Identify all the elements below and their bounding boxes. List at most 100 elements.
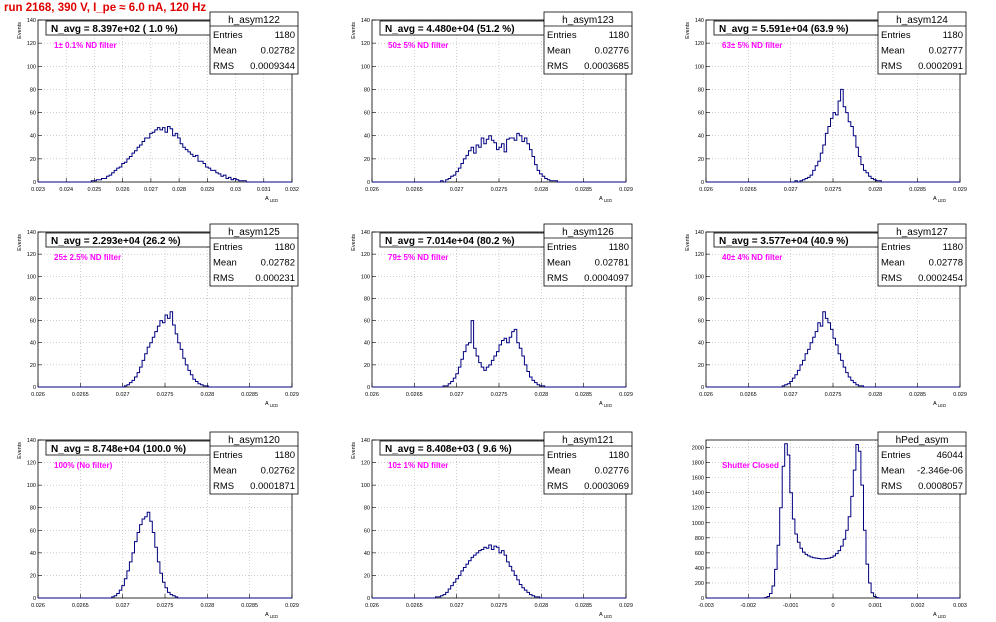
x-tick-label: 0.028: [868, 187, 882, 193]
stats-value: 0.02776: [595, 46, 629, 57]
x-axis-title: A LED: [599, 401, 612, 408]
stats-name: hPed_asym: [896, 435, 949, 446]
stats-label: Entries: [547, 30, 577, 41]
stats-value: 0.000231: [255, 273, 295, 284]
x-tick-label: 0.028: [534, 603, 548, 609]
stats-label: Mean: [547, 466, 571, 477]
histogram-panel: -0.003 -0.002 -0.001 0 0.001 0.002 0.003 0 200 40…: [692, 431, 967, 619]
histogram-title: N_avg = 8.748e+04 (100.0 %): [51, 444, 186, 455]
histogram-title: N_avg = 2.293e+04 (26.2 %): [51, 236, 181, 247]
stats-label: RMS: [213, 481, 234, 492]
stats-value: 1180: [609, 30, 629, 41]
y-tick-label: 20: [30, 157, 36, 163]
y-tick-label: 60: [364, 528, 370, 534]
y-tick-label: 800: [695, 536, 704, 542]
y-tick-label: 20: [30, 573, 36, 579]
x-tick-label: 0.0285: [241, 392, 258, 398]
filter-label: 100% (No filter): [54, 461, 113, 470]
stats-label: RMS: [881, 273, 902, 284]
stats-box: [877, 223, 967, 287]
filter-label: 79± 5% ND filter: [388, 253, 448, 262]
stats-value: 0.0002091: [918, 61, 963, 72]
x-tick-label: 0.0275: [157, 392, 174, 398]
x-tick-label: 0.026: [699, 392, 713, 398]
y-tick-label: 1000: [692, 521, 704, 527]
stats-label: Entries: [547, 450, 577, 461]
stats-box: [877, 11, 967, 75]
y-tick-label: 40: [30, 134, 36, 140]
y-tick-label: 60: [364, 111, 370, 117]
stats-value: 1180: [275, 242, 295, 253]
stats-value: 1180: [943, 30, 963, 41]
y-tick-label: 100: [361, 483, 370, 489]
y-axis-title: Events: [17, 22, 23, 39]
x-tick-label: 0.0265: [406, 603, 423, 609]
histogram-line: [372, 544, 626, 599]
x-tick-label: 0: [831, 603, 834, 609]
x-tick-label: 0.029: [285, 392, 299, 398]
x-tick-label: 0.0275: [825, 392, 842, 398]
x-tick-label: 0.024: [59, 187, 73, 193]
x-axis-subscript: LED: [603, 614, 612, 619]
x-axis-title: A LED: [933, 401, 946, 408]
y-tick-label: 100: [695, 64, 704, 70]
y-tick-label: 100: [361, 274, 370, 280]
x-tick-label: 0.026: [365, 392, 379, 398]
stats-label: RMS: [547, 273, 568, 284]
x-tick-label: -0.002: [741, 603, 757, 609]
y-tick-label: 80: [364, 296, 370, 302]
run-title: run 2168, 390 V, I_pe ≈ 6.0 nA, 120 Hz: [4, 2, 207, 14]
x-tick-label: 0.029: [953, 392, 967, 398]
x-tick-label: 0.0275: [825, 187, 842, 193]
stats-name: h_asym125: [228, 227, 280, 238]
x-tick-label: 0.029: [619, 603, 633, 609]
x-tick-label: 0.026: [31, 603, 45, 609]
x-tick-label: 0.0265: [740, 392, 757, 398]
y-tick-label: 120: [27, 252, 36, 258]
histogram-panel: 0.026 0.0265 0.027 0.0275 0.028 0.0285 0.029 0 2…: [17, 431, 299, 619]
stats-box: [209, 11, 299, 75]
y-tick-label: 140: [27, 230, 36, 236]
filter-label: 25± 2.5% ND filter: [54, 253, 121, 262]
x-axis-title: A LED: [599, 612, 612, 619]
x-tick-label: 0.027: [450, 392, 464, 398]
stats-label: Mean: [547, 258, 571, 269]
x-tick-label: 0.003: [953, 603, 967, 609]
stats-label: Entries: [213, 30, 243, 41]
stats-value: 0.02781: [595, 258, 629, 269]
y-tick-label: 40: [30, 551, 36, 557]
stats-label: RMS: [213, 61, 234, 72]
histogram-title: N_avg = 7.014e+04 (80.2 %): [385, 236, 515, 247]
stats-value: 46044: [937, 450, 963, 461]
y-tick-label: 20: [698, 157, 704, 163]
x-axis-subscript: LED: [937, 614, 946, 619]
filter-label: 40± 4% ND filter: [722, 253, 782, 262]
x-axis-subscript: LED: [603, 198, 612, 203]
stats-value: 0.02762: [261, 466, 295, 477]
y-axis-title: Events: [351, 442, 357, 459]
stats-value: 0.02777: [929, 46, 963, 57]
x-tick-label: 0.027: [784, 392, 798, 398]
stats-box: [209, 431, 299, 495]
y-tick-label: 0: [33, 180, 36, 186]
stats-label: Entries: [213, 450, 243, 461]
stats-label: Entries: [547, 242, 577, 253]
x-tick-label: 0.028: [200, 603, 214, 609]
y-tick-label: 120: [361, 41, 370, 47]
y-tick-label: 1200: [692, 506, 704, 512]
stats-label: Entries: [881, 30, 911, 41]
stats-box: [877, 431, 967, 495]
stats-label: Entries: [881, 450, 911, 461]
x-axis-title: A LED: [599, 196, 612, 203]
y-tick-label: 20: [364, 573, 370, 579]
y-tick-label: 0: [367, 385, 370, 391]
y-tick-label: 400: [695, 566, 704, 572]
x-tick-label: 0.027: [450, 187, 464, 193]
stats-value: 0.0008057: [918, 481, 963, 492]
x-tick-label: 0.025: [88, 187, 102, 193]
x-tick-label: 0.0275: [157, 603, 174, 609]
y-tick-label: 60: [30, 319, 36, 325]
stats-name: h_asym120: [228, 435, 280, 446]
y-tick-label: 100: [27, 483, 36, 489]
stats-value: 0.0003685: [584, 61, 629, 72]
